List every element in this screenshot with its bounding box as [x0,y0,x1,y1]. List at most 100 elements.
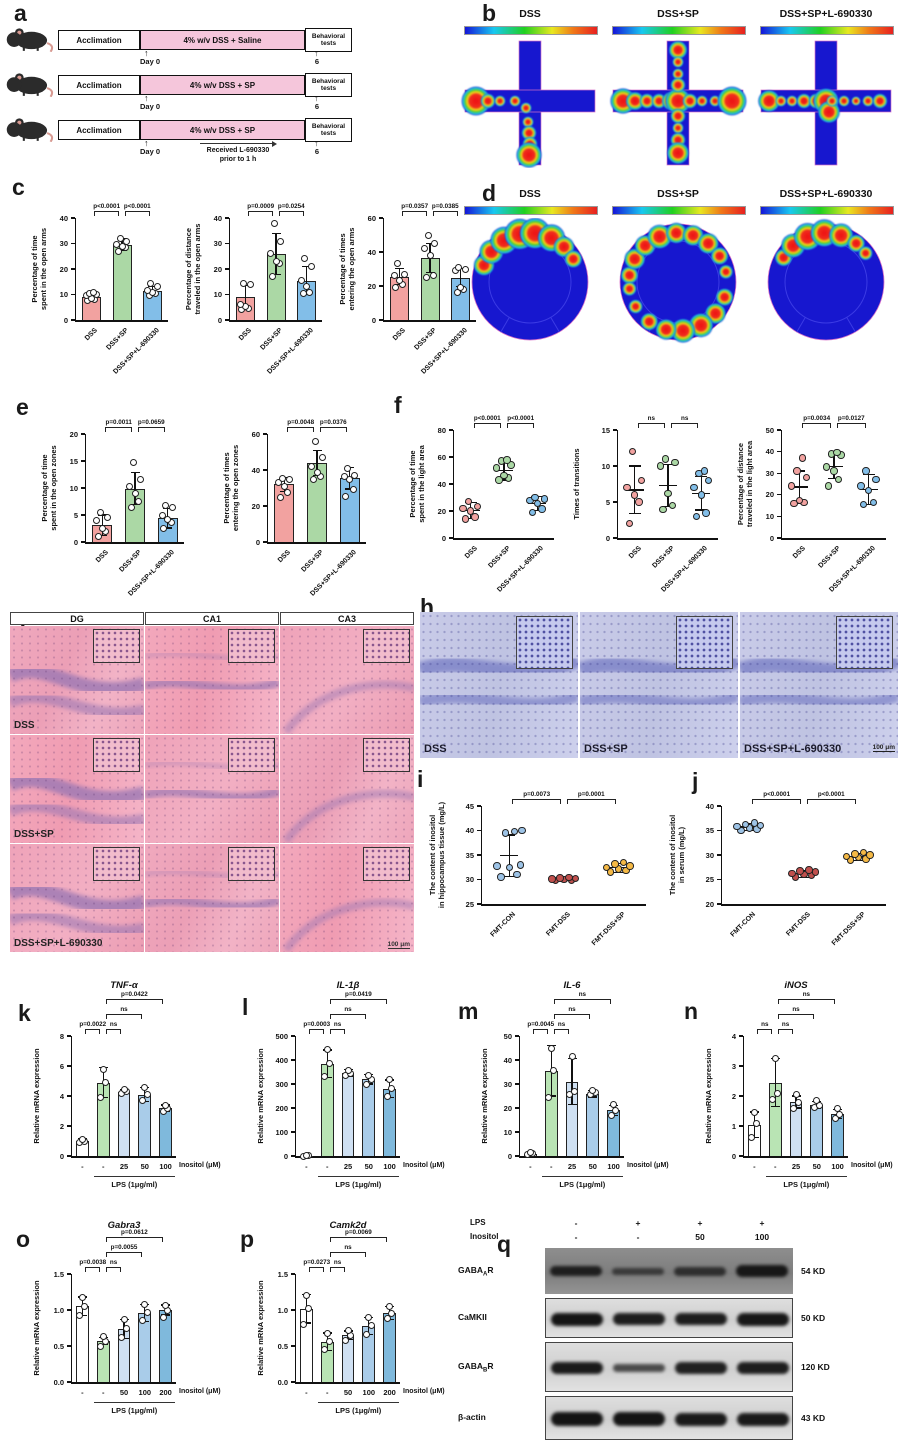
data-point [798,454,807,462]
significance-bracket [757,1029,773,1031]
l690330-arrow-line [200,143,272,145]
heatmap-color-scale [612,206,746,215]
y-tick-label: 35 [465,850,474,860]
magnified-inset [836,616,894,669]
tissue-band [280,626,414,734]
data-point [120,1315,128,1323]
data-point [118,1333,125,1341]
y-tick-label: 20 [367,281,376,291]
bracket-tick [533,423,535,428]
y-tick [66,1035,71,1037]
p-value-label: p<0.0001 [763,790,791,798]
data-point [791,873,800,881]
data-point [383,1093,391,1100]
data-point [690,483,698,492]
openfield-heatmap [608,218,748,350]
error-cap-top [130,471,140,473]
data-point [93,516,101,524]
y-tick [378,319,383,321]
y-tick-label: 30 [213,239,222,248]
data-point [549,1067,557,1075]
significance-bracket [309,1029,325,1031]
bracket-tick [637,423,639,428]
y-axis [228,218,230,322]
y-tick-label: 2 [731,1091,736,1101]
y-tick [738,1125,743,1127]
significance-bracket [287,427,314,429]
data-point [607,1111,615,1119]
error-cap-bottom [425,271,435,273]
data-point [619,858,628,867]
y-tick [290,1309,295,1311]
data-point [526,1149,534,1157]
error-cap-bottom [498,479,510,481]
timeline-row: Acclimation 4% w/v DSS + SP Behavioral tes… [0,67,420,111]
group-underline [93,1176,175,1178]
blot-header-label: LPS [470,1218,486,1227]
mouse-icon-wrap [2,22,54,52]
data-point [571,874,580,883]
x-tick-label: DSS+SP [651,545,676,570]
data-point [492,464,501,472]
y-tick [80,514,85,516]
data-point [796,867,804,875]
day0-label: Day 0 [139,57,160,66]
epm-heatmap-title: DSS [519,8,541,20]
y-axis [518,1036,520,1158]
p-value-label: p=0.0254 [277,202,305,210]
significance-bracket [567,799,616,801]
data-point [606,868,615,876]
p-value-label: p=0.0422 [120,990,148,998]
data-point [114,247,122,255]
magnified-inset [228,738,275,772]
x-tick-label: 25 [567,1162,577,1171]
data-point [771,1055,779,1062]
y-tick-label: 0.5 [277,1341,288,1351]
x-tick-label: DSS+SP+L-690330 [419,327,469,376]
data-point [702,509,710,517]
error-bar [306,266,308,295]
bracket-tick [812,1014,814,1019]
timeline-row: Acclimation 4% w/v DSS + SP Behavioral tes… [0,112,420,163]
histology-tile: DSS+SP+L-690330 [10,844,144,952]
p-value-label: p=0.0003 [303,1020,331,1028]
significance-bracket [106,1014,142,1016]
significance-bracket [778,1014,814,1016]
data-point [540,495,548,503]
y-axis-label: Relative mRNA expression [256,1280,265,1376]
error-cap-bottom [628,512,641,515]
y-tick-label: 20 [59,264,68,274]
protein-band [613,1313,665,1325]
y-tick-label: 0 [507,1151,512,1161]
significance-bracket [402,211,427,213]
data-point [141,1300,149,1308]
mouse-icon [6,73,54,97]
data-point [301,255,309,263]
bracket-tick [106,1237,108,1242]
p-value-label: ns [344,1005,352,1013]
y-tick [290,1345,295,1347]
x-tick-label: DSS+SP+L-690330 [265,327,315,376]
significance-bracket [778,1029,793,1031]
significance-bracket [330,1252,366,1254]
mean-line [659,484,677,487]
data-point [362,1331,370,1338]
data-point [794,1098,802,1106]
data-point [302,1292,310,1300]
data-point [270,219,278,227]
x-tick-label: 100 [362,1388,376,1397]
day0-arrow: ↑ [144,138,149,148]
y-tick-label: 10 [213,290,222,299]
bracket-tick [330,999,332,1004]
y-axis-label: The content of inositol in serum (mg/L) [668,814,687,896]
data-point [556,874,564,882]
error-cap-top [394,268,404,270]
y-axis [294,1274,296,1384]
nissl-label: DSS+SP+L-690330 [744,743,842,755]
data-point [505,863,514,871]
data-point [831,1115,839,1122]
l690330-note-line1: Received L-690330 [206,147,270,154]
y-tick-label: 3 [731,1061,736,1071]
data-point [462,265,470,273]
